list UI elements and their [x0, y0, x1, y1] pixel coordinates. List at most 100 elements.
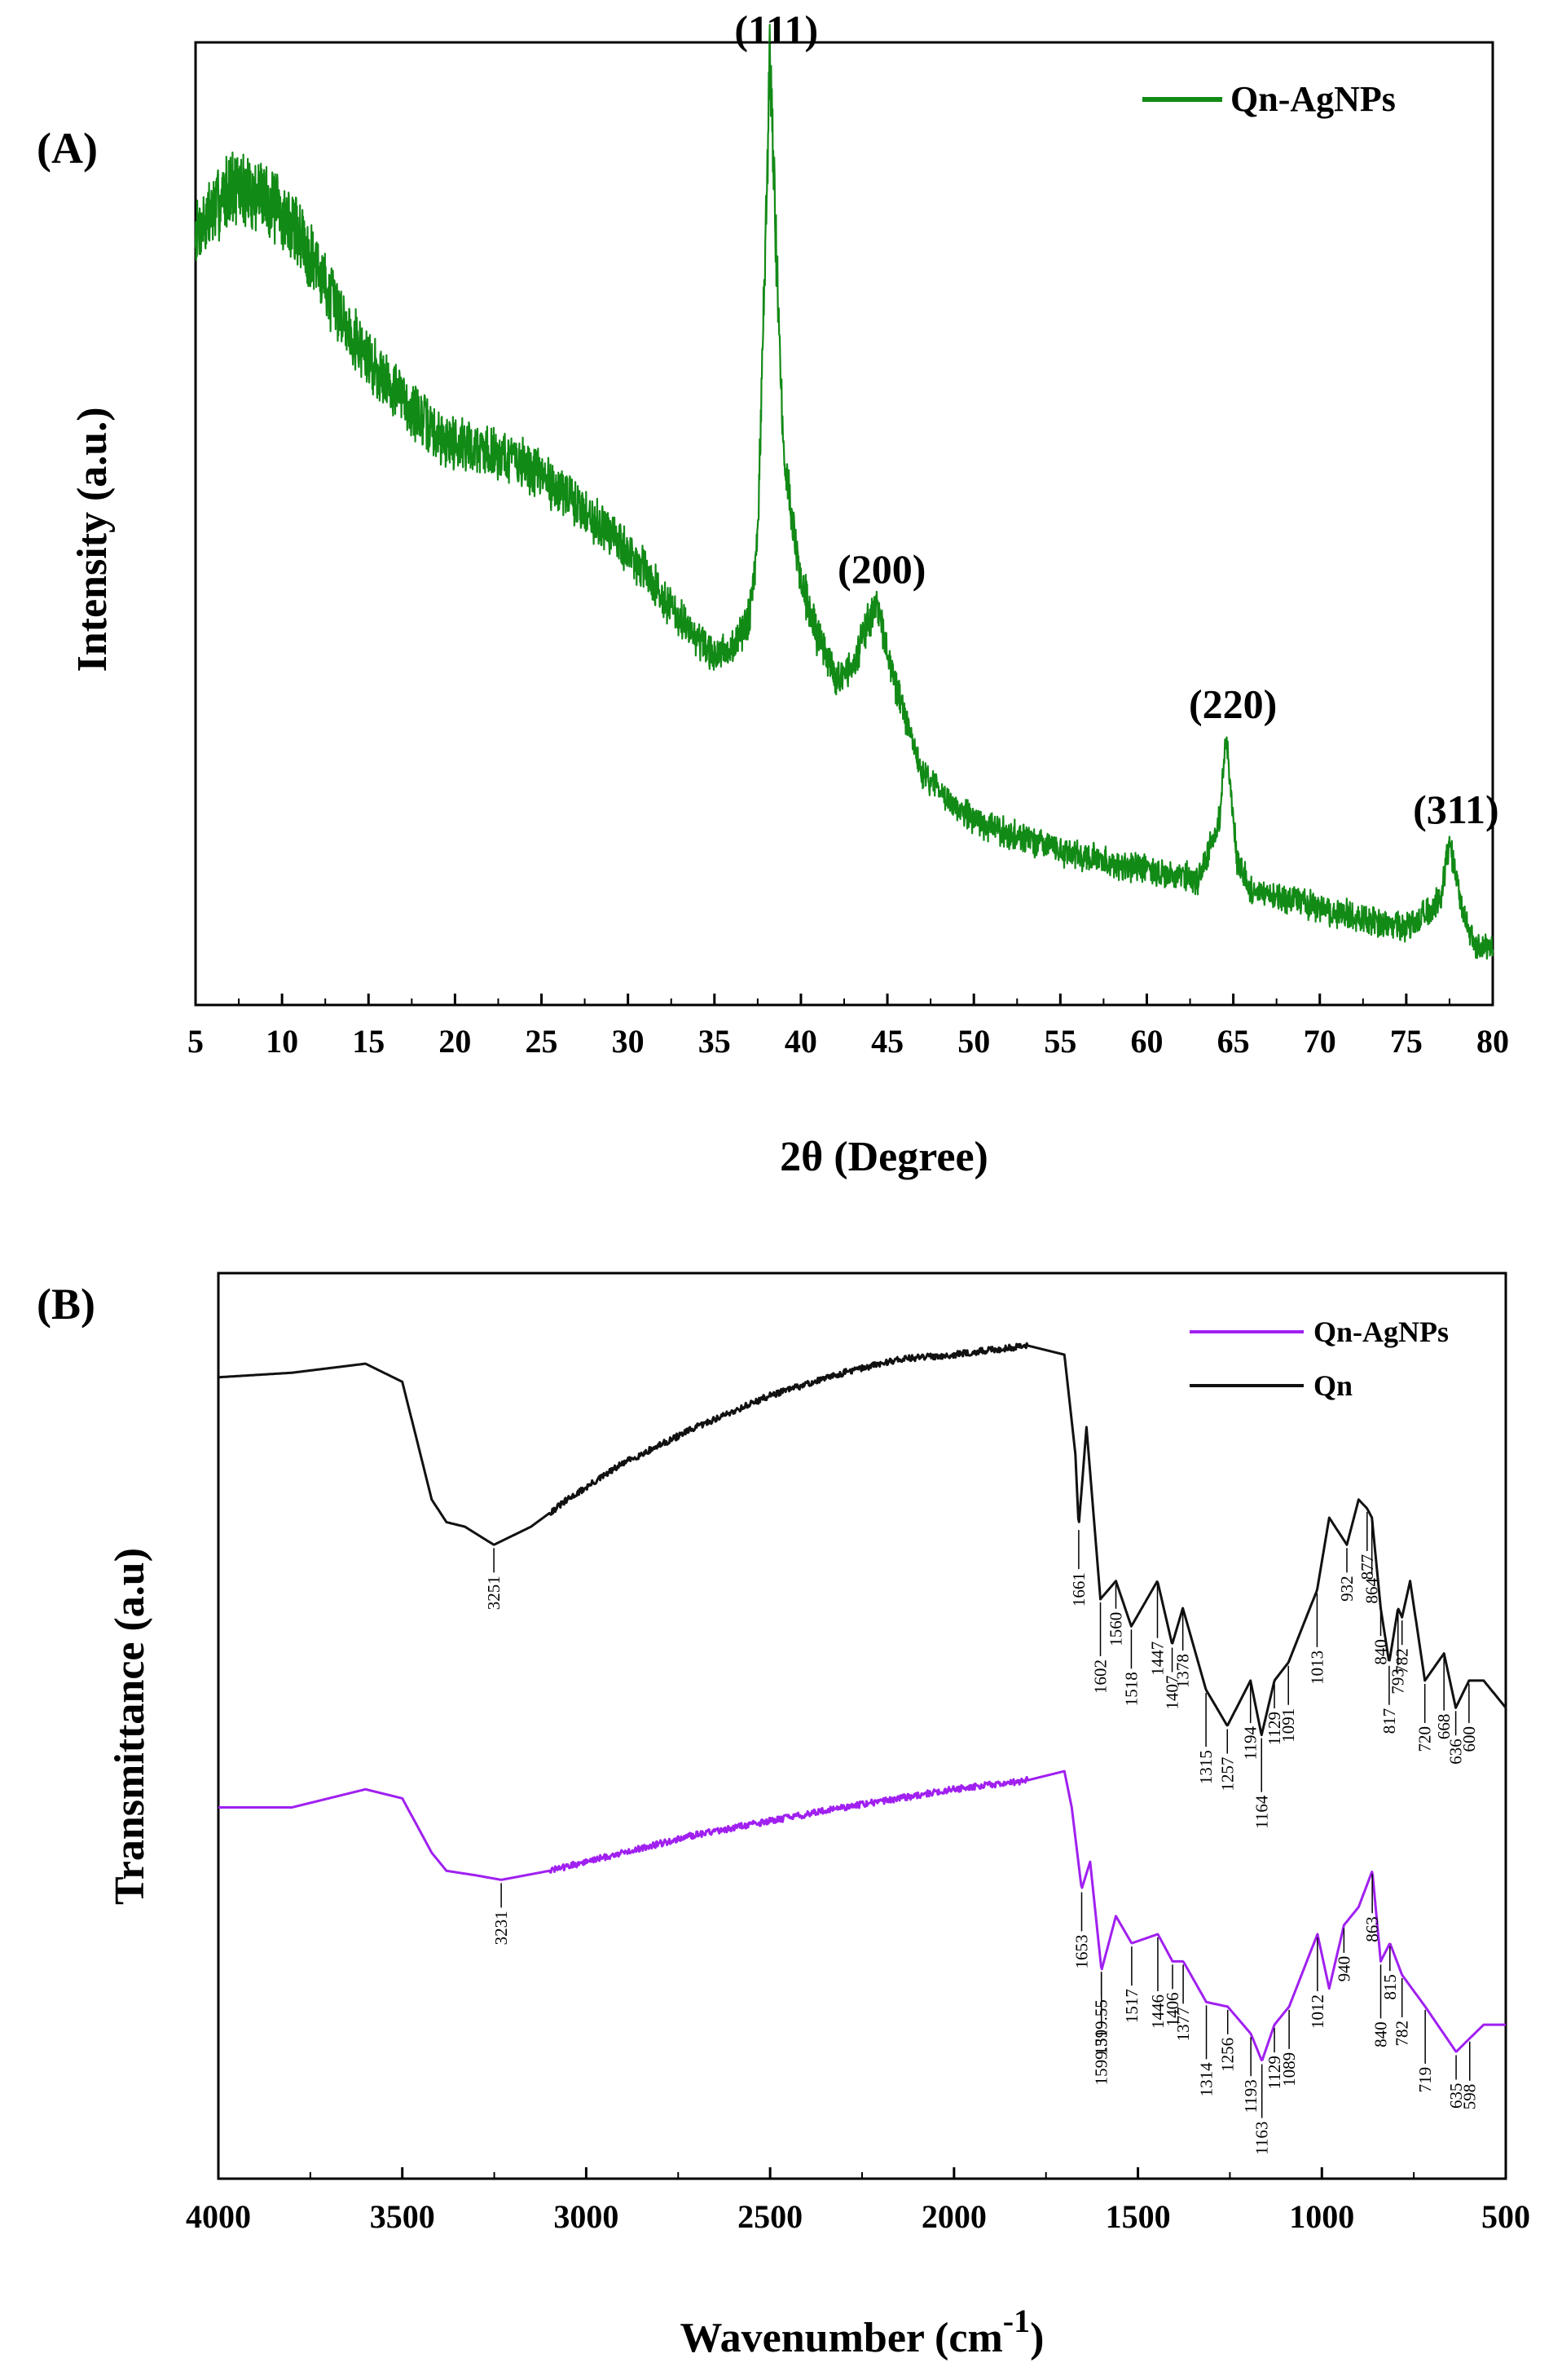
panel-b-band-label: 1602 [1091, 1659, 1111, 1694]
panel-b-band-label: 1377 [1173, 2007, 1193, 2041]
panel-a-y-axis-title: Intensity (a.u.) [69, 407, 116, 672]
panel-a-label: (A) [37, 124, 98, 173]
panel-b-band-label: 1406 [1163, 1992, 1182, 2026]
panel-a-x-tick-label: 55 [1044, 1023, 1076, 1060]
panel-b-x-axis-title: Wavenumber (cm-1) [680, 2303, 1045, 2361]
panel-a-legend-label: Qn-AgNPs [1230, 79, 1396, 119]
panel-b-x-tick-label: 1500 [1106, 2198, 1171, 2235]
panel-b-x-ticks: 4000 3500 3000 2500 2000 1500 1000 500 [186, 2167, 1530, 2235]
panel-b-band-label: 1194 [1241, 1726, 1261, 1760]
panel-b-x-tick-label: 4000 [186, 2198, 251, 2235]
panel-b-legend-label-agnps: Qn-AgNPs [1313, 1316, 1449, 1348]
panel-a-x-tick-label: 70 [1304, 1023, 1336, 1060]
panel-a: (A) 5 10 15 20 25 30 35 40 45 50 55 60 65 70 75 80 (111… [37, 7, 1509, 1180]
panel-b-band-label: 817 [1379, 1708, 1399, 1734]
panel-b-x-tick-label: 3000 [553, 2198, 618, 2235]
panel-b-band-label: 1012 [1308, 1994, 1327, 2029]
panel-b-band-label: 1164 [1252, 1795, 1271, 1829]
panel-b-x-tick-label: 2500 [737, 2198, 803, 2235]
panel-a-x-tick-label: 15 [352, 1023, 385, 1060]
panel-b-band-label: 719 [1415, 2067, 1435, 2093]
panel-b-y-axis-title: Transmittance (a.u) [107, 1548, 153, 1905]
panel-b-label: (B) [37, 1280, 95, 1329]
panel-a-x-tick-label: 45 [871, 1023, 904, 1060]
panel-a-x-tick-label: 40 [785, 1023, 817, 1060]
panel-a-x-tick-label: 60 [1130, 1023, 1163, 1060]
panel-a-x-tick-label: 20 [438, 1023, 471, 1060]
panel-b-series-qn [218, 1342, 1507, 1737]
panel-b-band-label: 1653 [1072, 1934, 1092, 1968]
panel-b-band-label: 840 [1371, 2021, 1391, 2047]
panel-a-peak-labels: (111) (200) (220) (311) [734, 7, 1498, 833]
panel-b-band-label: 1129 [1265, 1712, 1284, 1745]
panel-b-band-label: 782 [1393, 2021, 1412, 2047]
panel-b-band-label: 635 [1446, 2082, 1466, 2109]
panel-b-band-label: 1378 [1173, 1654, 1193, 1688]
panel-b-band-label: 1560 [1106, 1612, 1125, 1646]
panel-b-band-label: 3231 [491, 1911, 511, 1945]
panel-b-band-label: 864 [1362, 1577, 1382, 1603]
panel-b-x-axis-title-superscript: -1 [1003, 2303, 1030, 2339]
panel-a-x-axis-title: 2θ (Degree) [780, 1134, 988, 1180]
panel-b-band-label: 840 [1371, 1639, 1391, 1665]
panel-a-x-ticks: 5 10 15 20 25 30 35 40 45 50 55 60 65 70 75 80 [187, 994, 1509, 1060]
panel-b-series-qn-agnps [218, 1770, 1507, 2061]
panel-b-band-label: 1256 [1218, 2038, 1238, 2072]
panel-b-x-tick-label: 2000 [922, 2198, 987, 2235]
panel-a-peak-label: (200) [838, 546, 926, 592]
panel-b-x-tick-label: 1000 [1289, 2198, 1354, 2235]
panel-a-peak-label: (311) [1413, 787, 1499, 832]
panel-a-series-qn-agnps [194, 24, 1494, 960]
panel-b-band-label: 636 [1446, 1739, 1466, 1765]
panel-b-band-label: 598 [1460, 2084, 1480, 2110]
panel-a-x-tick-label: 50 [957, 1023, 990, 1060]
panel-a-x-tick-label: 30 [612, 1023, 645, 1060]
panel-a-x-tick-label: 10 [266, 1023, 298, 1060]
panel-b-band-label: 1089 [1279, 2052, 1299, 2087]
panel-b-band-label: 1446 [1148, 1994, 1168, 2029]
panel-b-band-label: 720 [1415, 1726, 1435, 1752]
panel-b-band-label: 793 [1388, 1668, 1408, 1694]
panel-b-band-label: 1193 [1241, 2079, 1261, 2113]
panel-b-plot-frame [217, 1272, 1507, 2180]
panel-b: (B) 4000 3500 3000 2500 2000 1500 1000 500 3251… [37, 1272, 1530, 2361]
panel-b-x-axis-title-close: ) [1030, 2315, 1044, 2361]
panel-a-x-tick-label: 25 [526, 1023, 558, 1060]
panel-a-x-tick-label: 65 [1217, 1023, 1250, 1060]
panel-b-band-label: 940 [1334, 1956, 1353, 1982]
panel-b-x-tick-label: 3500 [370, 2198, 435, 2235]
panel-b-band-label: 3251 [484, 1576, 504, 1610]
panel-b-band-label: 668 [1434, 1714, 1454, 1740]
panel-b-band-label: 1517 [1122, 1989, 1142, 2023]
panel-b-band-label: 1599.55 [1092, 1999, 1111, 2055]
panel-a-x-tick-label: 5 [187, 1023, 204, 1060]
panel-b-band-label: 932 [1337, 1576, 1357, 1602]
panel-a-x-tick-label: 80 [1476, 1023, 1509, 1060]
panel-b-band-label: 863 [1362, 1916, 1382, 1942]
panel-a-plot-frame [194, 41, 1494, 1007]
panel-b-band-label: 1447 [1147, 1642, 1167, 1676]
panel-b-band-label: 877 [1357, 1554, 1377, 1580]
panel-b-x-axis-title-main: Wavenumber (cm [680, 2315, 1003, 2361]
panel-a-x-tick-label: 75 [1390, 1023, 1423, 1060]
panel-b-band-label: 1257 [1217, 1757, 1237, 1792]
panel-b-band-label: 1129 [1265, 2056, 1284, 2089]
panel-b-band-label: 1091 [1278, 1708, 1298, 1743]
panel-a-series-group [194, 24, 1494, 960]
panel-a-x-tick-label: 35 [698, 1023, 731, 1060]
panel-b-band-label: 1013 [1307, 1651, 1327, 1685]
panel-a-peak-label: (220) [1189, 681, 1277, 726]
panel-b-series-group [218, 1342, 1507, 2061]
panel-b-x-tick-label: 500 [1481, 2198, 1530, 2235]
panel-b-band-label: 1163 [1252, 2122, 1272, 2155]
panel-a-peak-label: (111) [734, 7, 818, 53]
panel-b-band-label: 1599.31 [1092, 2030, 1111, 2085]
panel-b-band-label: 1315 [1196, 1750, 1216, 1784]
panel-b-band-label: 1661 [1069, 1572, 1089, 1606]
panel-b-band-label: 782 [1393, 1648, 1412, 1674]
panel-b-band-label: 1314 [1197, 2062, 1217, 2097]
panel-b-band-label: 815 [1380, 1974, 1400, 2000]
panel-b-band-label: 600 [1459, 1726, 1479, 1752]
